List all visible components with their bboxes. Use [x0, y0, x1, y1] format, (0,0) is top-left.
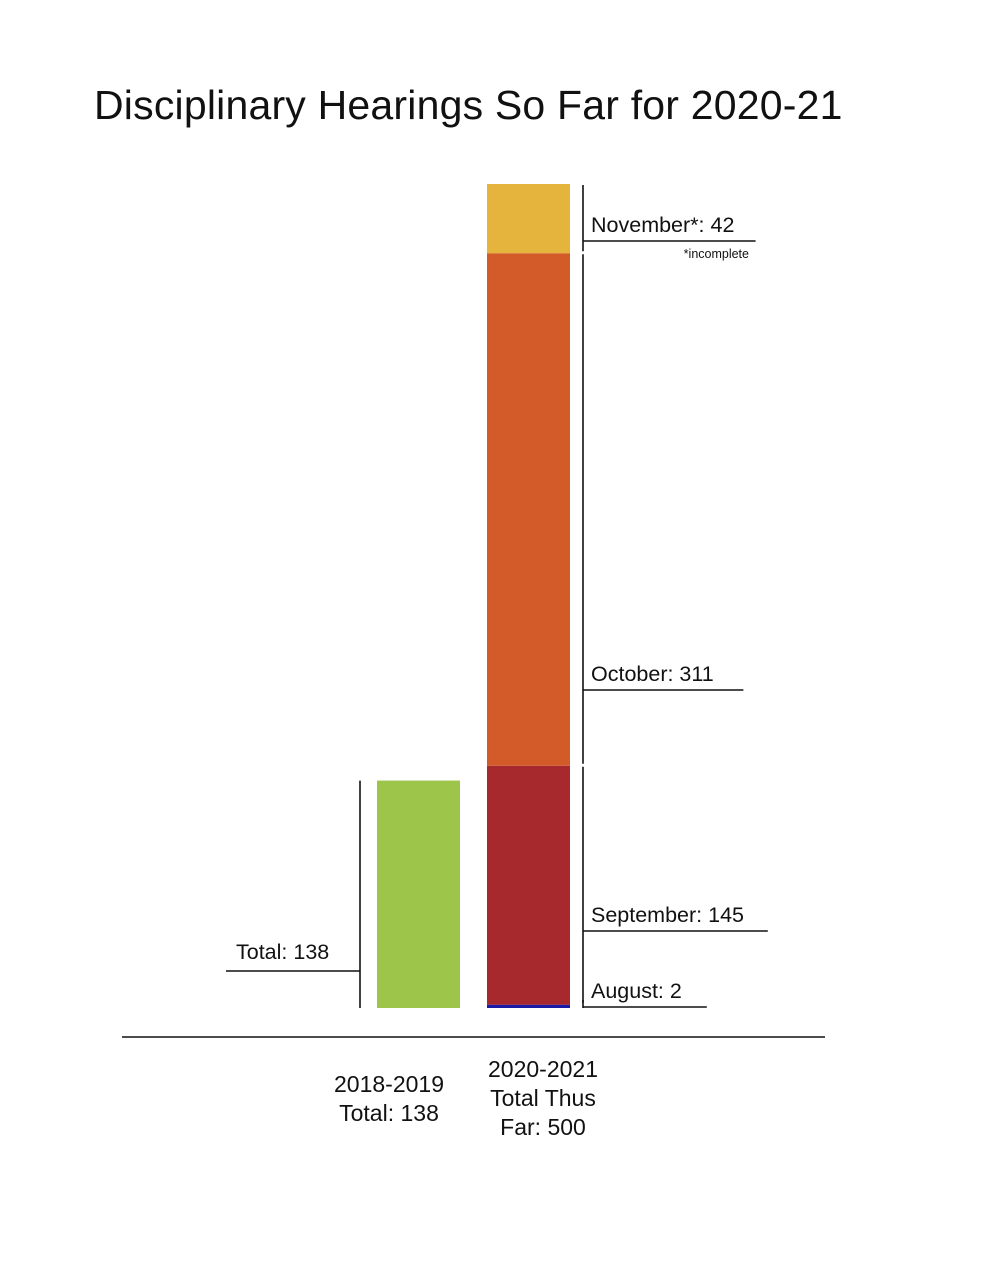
bar-2020-2021-august: [487, 1004, 570, 1008]
category-label-line: Far: 500: [500, 1114, 586, 1140]
category-label-line: Total: 138: [339, 1100, 439, 1126]
category-label-2018-2019: 2018-2019 Total: 138: [309, 1070, 469, 1128]
category-label-2020-2021: 2020-2021 Total Thus Far: 500: [463, 1055, 623, 1142]
bar-2020-2021-october: [487, 253, 570, 766]
segment-label-august: August: 2: [591, 979, 682, 1003]
category-label-line: 2020-2021: [488, 1056, 598, 1082]
segment-label-november: November*: 42: [591, 213, 734, 237]
bar-2020-2021-november: [487, 184, 570, 254]
segment-label-september: September: 145: [591, 903, 744, 927]
chart-title: Disciplinary Hearings So Far for 2020-21: [94, 82, 843, 128]
bar-2018-2019-total: [377, 780, 460, 1008]
segment-label-october: October: 311: [591, 662, 714, 686]
category-label-line: Total Thus: [490, 1085, 596, 1111]
bar-2020-2021-september: [487, 765, 570, 1005]
segment-label-total-2018-2019: Total: 138: [236, 940, 329, 964]
segment-note-november: *incomplete: [684, 247, 749, 261]
category-label-line: 2018-2019: [334, 1071, 444, 1097]
